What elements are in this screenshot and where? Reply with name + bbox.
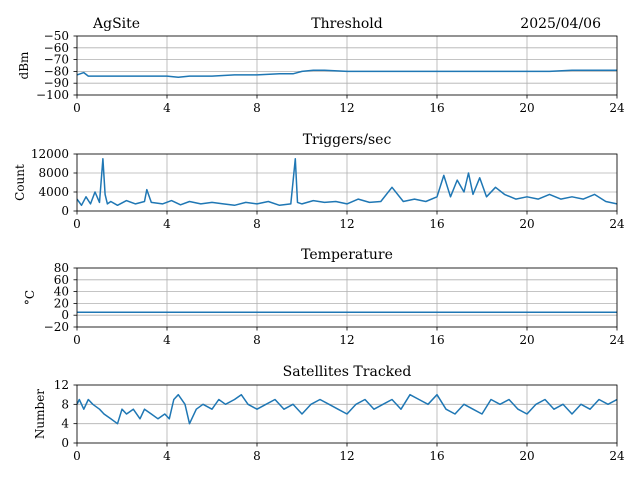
temperature-title: Temperature [301, 247, 393, 263]
temperature-xtick-label: 16 [429, 333, 444, 347]
threshold-xtick-label: 12 [339, 101, 354, 115]
triggers-ytick-label: 4000 [38, 185, 69, 199]
threshold-ytick-label: −90 [44, 76, 69, 90]
threshold-title: Threshold [311, 16, 382, 32]
satellites-xtick-label: 16 [429, 449, 444, 463]
temperature-xtick-label: 20 [519, 333, 534, 347]
satellites-xtick-label: 12 [339, 449, 354, 463]
triggers-ytick-label: 8000 [38, 166, 69, 180]
temperature-ytick-label: 80 [54, 261, 69, 275]
temperature-ytick-label: 40 [54, 285, 69, 299]
threshold-xtick-label: 8 [253, 101, 261, 115]
threshold-xtick-label: 20 [519, 101, 534, 115]
threshold-ytick-label: −80 [44, 64, 69, 78]
temperature-ytick-label: 20 [54, 296, 69, 310]
triggers-title: Triggers/sec [303, 132, 392, 148]
triggers-ylabel: Count [13, 164, 27, 201]
triggers-xtick-label: 8 [253, 217, 261, 231]
temperature-xtick-label: 4 [163, 333, 171, 347]
satellites-title: Satellites Tracked [283, 364, 412, 380]
threshold-series-line [77, 69, 617, 79]
threshold-xtick-label: 4 [163, 101, 171, 115]
site-label: AgSite [92, 16, 140, 32]
triggers-xtick-label: 12 [339, 217, 354, 231]
temperature-xtick-label: 12 [339, 333, 354, 347]
satellites-series-line [77, 393, 617, 425]
satellites-xtick-label: 0 [73, 449, 81, 463]
satellites-ytick-label: 8 [61, 397, 69, 411]
threshold-ytick-label: −70 [44, 53, 69, 67]
temperature-ytick-label: −20 [44, 320, 69, 334]
satellites-ytick-label: 4 [61, 417, 69, 431]
triggers-xtick-label: 4 [163, 217, 171, 231]
panel-threshold: 0 4 8 12 16 20 24 −100−90−80−70−60−50 Threshold d… [17, 16, 625, 115]
panel-triggers: 0 4 8 12 16 20 24 0 4000 8000 12000 Triggers/sec Cou… [13, 132, 625, 231]
triggers-xtick-label: 0 [73, 217, 81, 231]
threshold-ytick-label: −60 [44, 41, 69, 55]
triggers-xtick-label: 20 [519, 217, 534, 231]
chart-panels: 0 4 8 12 16 20 24 −100−90−80−70−60−50 Threshold d… [13, 16, 625, 463]
threshold-xtick-label: 24 [609, 101, 625, 115]
satellites-ytick-label: 0 [61, 436, 69, 450]
date-label: 2025/04/06 [520, 16, 601, 32]
satellites-xtick-label: 20 [519, 449, 534, 463]
threshold-ytick-label: −50 [44, 29, 69, 43]
temperature-ylabel: °C [23, 290, 37, 305]
threshold-xtick-label: 16 [429, 101, 444, 115]
temperature-xtick-label: 8 [253, 333, 261, 347]
threshold-ytick-label: −100 [36, 88, 69, 102]
satellites-xtick-label: 4 [163, 449, 171, 463]
threshold-xtick-label: 0 [73, 101, 81, 115]
temperature-xtick-label: 0 [73, 333, 81, 347]
triggers-xtick-label: 24 [609, 217, 625, 231]
triggers-series-line [77, 158, 617, 207]
temperature-ytick-label: 60 [54, 273, 69, 287]
satellites-xtick-label: 8 [253, 449, 261, 463]
triggers-xtick-label: 16 [429, 217, 444, 231]
temperature-ytick-label: 0 [61, 308, 69, 322]
satellites-ytick-label: 12 [54, 378, 69, 392]
threshold-ylabel: dBm [17, 51, 31, 80]
triggers-ytick-label: 12000 [31, 147, 69, 161]
triggers-ytick-label: 0 [61, 204, 69, 218]
panel-satellites: 0 4 8 12 16 20 24 0 4 8 12 Satellites Tracked Number [33, 364, 625, 463]
temperature-xtick-label: 24 [609, 333, 625, 347]
satellites-ylabel: Number [33, 389, 47, 439]
satellites-xtick-label: 24 [609, 449, 625, 463]
